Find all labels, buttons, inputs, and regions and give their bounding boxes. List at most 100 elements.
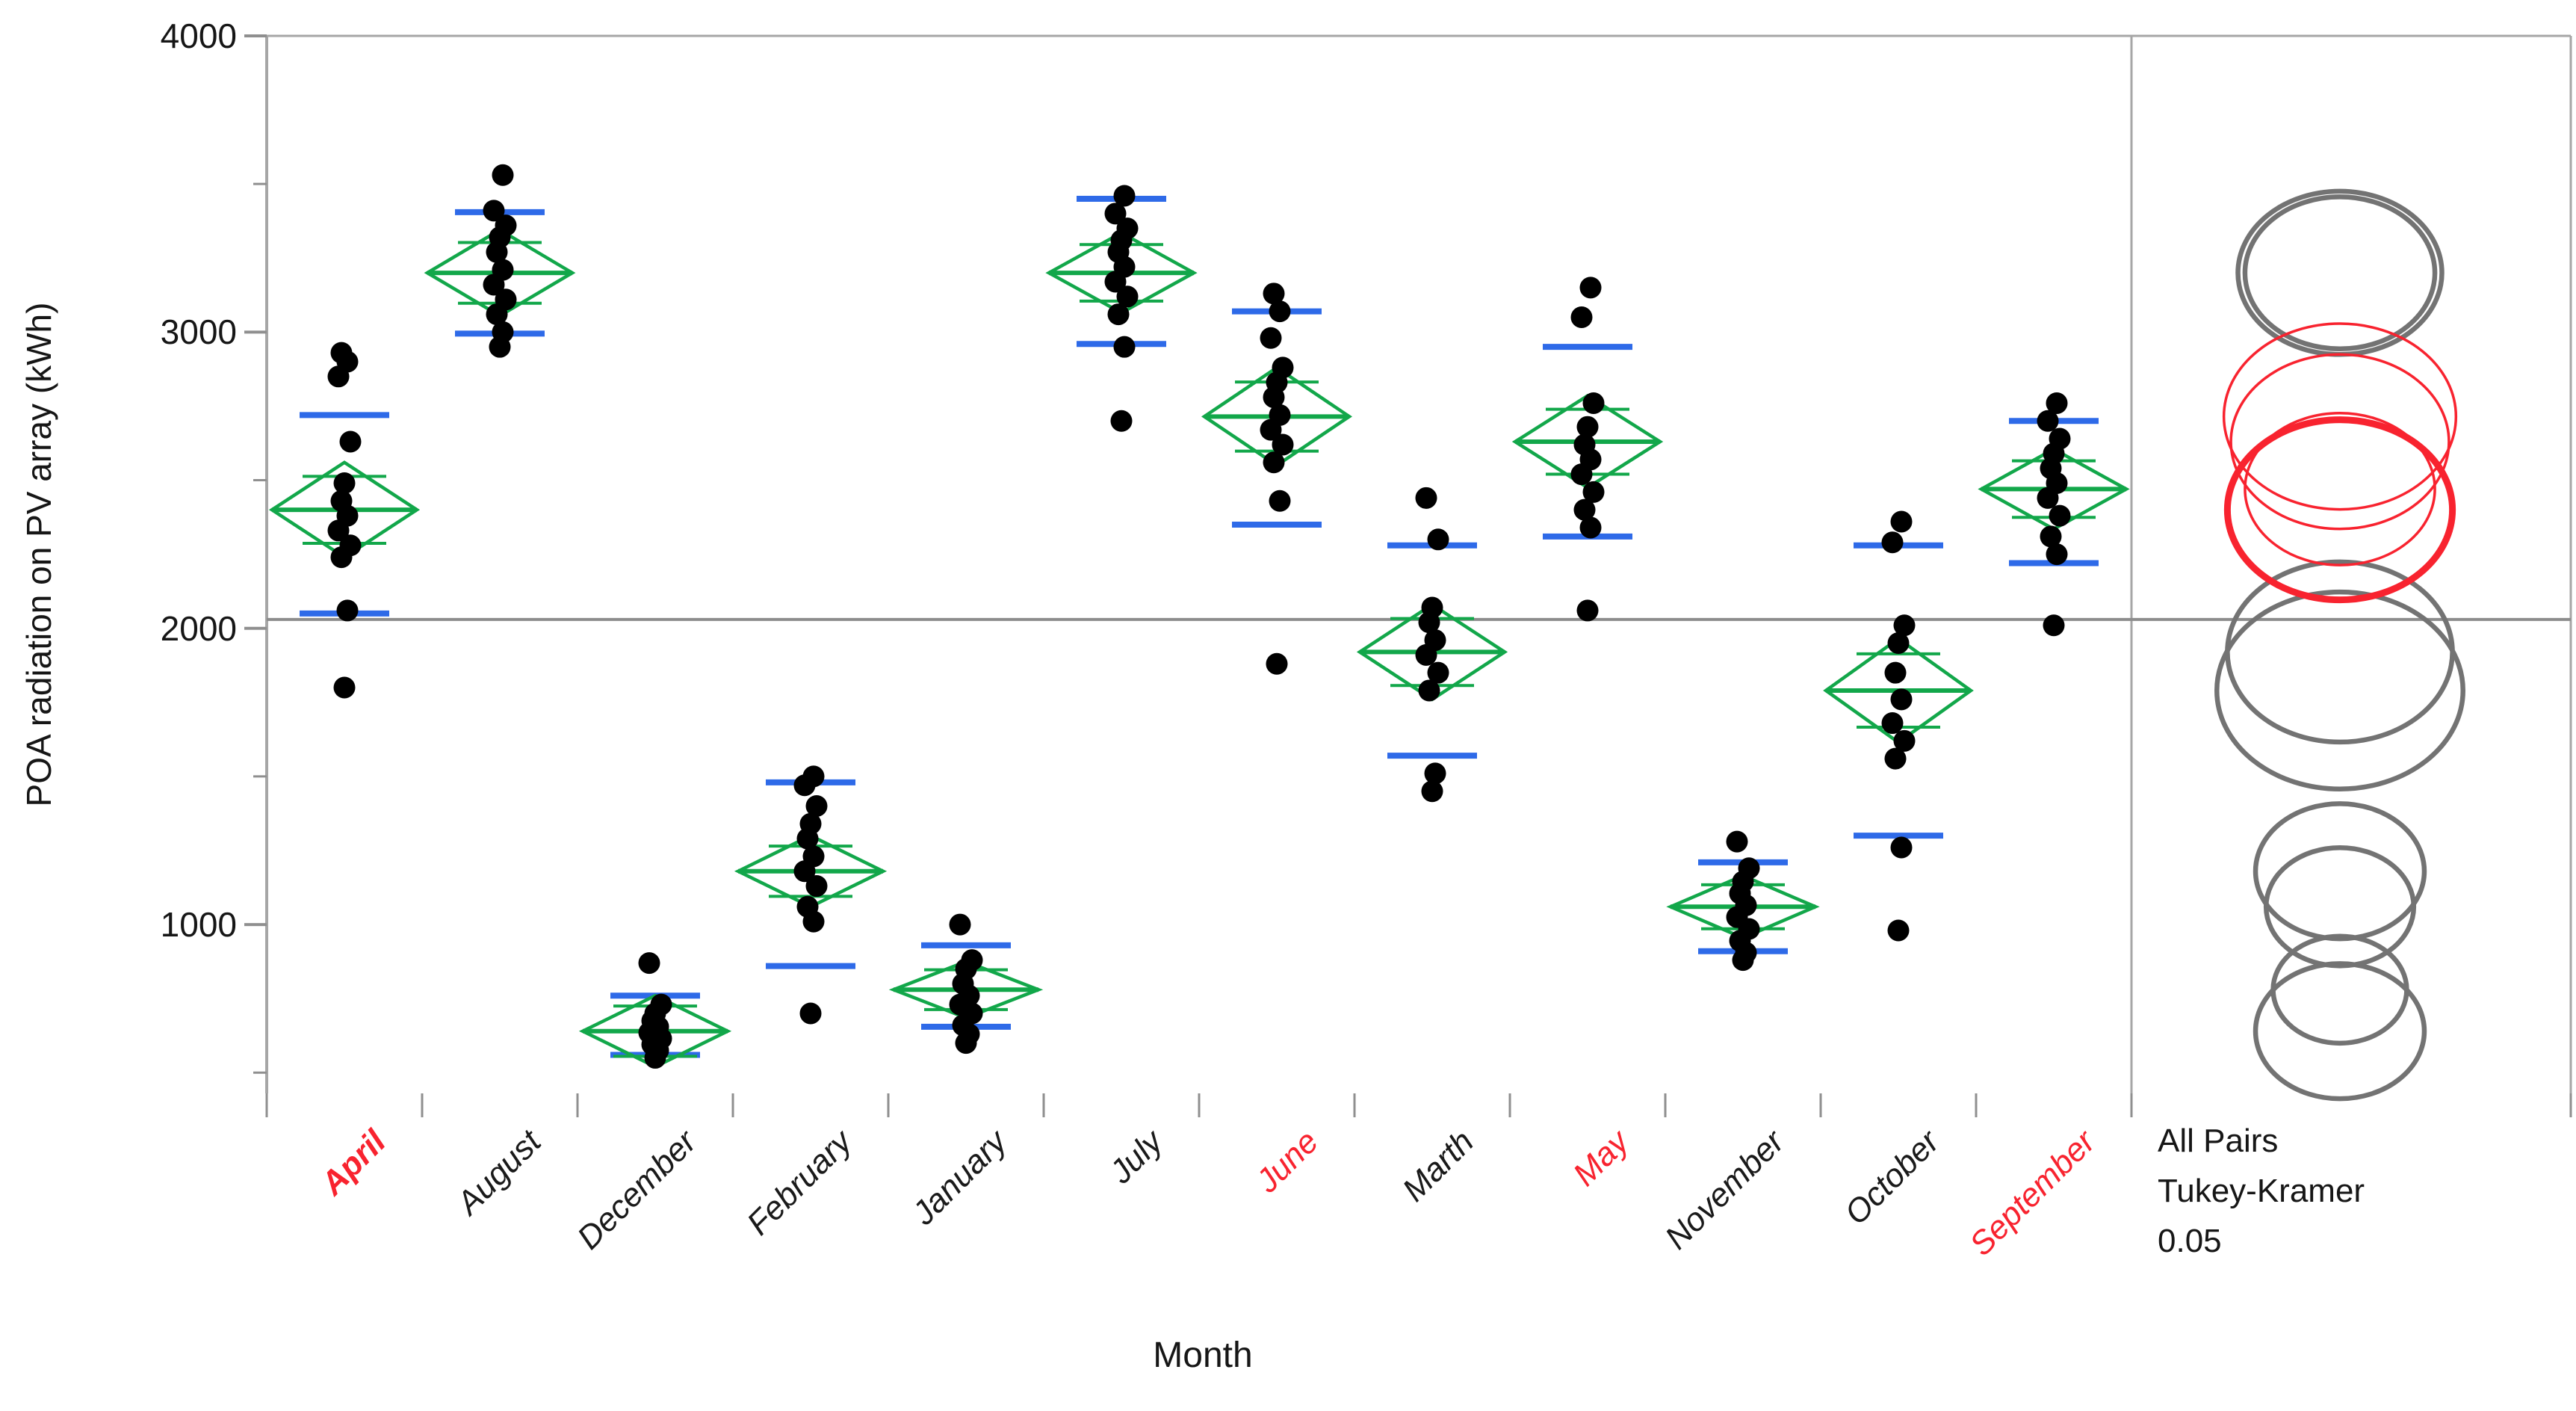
data-point[interactable] [1113,336,1136,358]
data-point[interactable] [799,1002,822,1025]
data-point[interactable] [1579,277,1602,299]
comparison-method-legend: All Pairs Tukey-Kramer 0.05 [2158,1117,2365,1267]
data-point[interactable] [1726,830,1748,853]
data-point[interactable] [1269,404,1291,426]
y-tick-label-1000: 1000 [160,905,237,945]
data-point[interactable] [1415,487,1437,509]
data-point[interactable] [1421,780,1443,803]
data-point[interactable] [1579,516,1602,539]
y-axis-title: POA radiation on PV array (kWh) [19,302,58,807]
data-point[interactable] [1424,629,1446,652]
data-point[interactable] [495,214,517,237]
data-point[interactable] [330,490,353,512]
comparison-circle[interactable] [2242,194,2438,352]
data-point[interactable] [1884,661,1907,684]
data-point[interactable] [2046,392,2068,414]
comparison-circle[interactable] [2225,559,2455,745]
data-point[interactable] [495,288,517,311]
data-point[interactable] [1427,528,1449,551]
data-point[interactable] [1893,729,1916,752]
data-point[interactable] [1418,679,1440,702]
data-point[interactable] [949,913,971,936]
data-point[interactable] [1884,747,1907,770]
data-point[interactable] [802,845,825,868]
data-point[interactable] [1104,203,1127,225]
data-point[interactable] [1576,599,1599,622]
data-point[interactable] [333,472,356,495]
data-point[interactable] [1573,498,1596,521]
data-point[interactable] [1582,481,1605,503]
data-point[interactable] [1116,285,1139,308]
comparison-circle[interactable] [2222,322,2458,511]
data-point[interactable] [492,259,514,281]
y-tick-label-2000: 2000 [160,608,237,648]
data-point[interactable] [1893,614,1916,637]
data-point[interactable] [1110,410,1133,432]
y-tick-label-4000: 4000 [160,16,237,55]
data-point[interactable] [339,534,362,557]
comparison-circle[interactable] [2253,961,2427,1102]
data-point[interactable] [1738,857,1760,880]
data-point[interactable] [1576,416,1599,438]
data-point[interactable] [1881,531,1904,554]
data-point[interactable] [330,342,353,364]
legend-all-pairs: All Pairs [2158,1123,2279,1159]
data-point[interactable] [1266,652,1288,675]
data-point[interactable] [796,895,819,918]
data-point[interactable] [1881,712,1904,735]
data-point[interactable] [492,321,514,343]
data-point[interactable] [1573,433,1596,456]
data-point[interactable] [1272,356,1294,379]
data-point[interactable] [1582,392,1605,414]
data-point[interactable] [2043,614,2065,637]
comparison-circle[interactable] [2270,933,2409,1046]
data-point[interactable] [2046,543,2068,566]
data-point[interactable] [2049,504,2071,527]
data-point[interactable] [1272,433,1294,456]
data-point[interactable] [483,200,505,222]
data-point[interactable] [1260,327,1282,349]
data-point[interactable] [1113,185,1136,207]
data-point[interactable] [802,765,825,788]
data-point[interactable] [638,952,660,975]
data-point[interactable] [1116,217,1139,240]
data-point[interactable] [1421,596,1443,619]
comparison-circle[interactable] [2253,801,2427,942]
comparison-circle[interactable] [2223,416,2456,604]
comparison-circle[interactable] [2214,589,2465,791]
data-point[interactable] [336,599,359,622]
legend-tukey-kramer: Tukey-Kramer [2158,1172,2365,1209]
data-point[interactable] [805,875,828,898]
comparison-circle[interactable] [2229,353,2450,531]
data-point[interactable] [492,164,514,186]
data-point[interactable] [1424,762,1446,785]
data-point[interactable] [799,812,822,835]
x-axis-title: Month [1153,1336,1253,1375]
data-point[interactable] [1269,300,1291,323]
legend-alpha: 0.05 [2158,1222,2222,1259]
comparison-circle[interactable] [2263,845,2417,969]
data-point[interactable] [2037,410,2059,432]
data-point[interactable] [805,795,828,818]
data-point[interactable] [1890,510,1913,533]
data-point[interactable] [1570,306,1593,329]
data-point[interactable] [961,949,983,972]
data-point[interactable] [1269,490,1291,512]
data-point[interactable] [2049,427,2071,450]
data-point[interactable] [1890,688,1913,711]
comparison-circle[interactable] [2244,412,2436,566]
data-point[interactable] [1890,836,1913,859]
data-point[interactable] [1887,632,1910,655]
data-point[interactable] [333,676,356,699]
data-point[interactable] [339,430,362,453]
data-point[interactable] [1107,303,1130,326]
data-point[interactable] [1427,661,1449,684]
data-point[interactable] [2040,525,2062,548]
data-point[interactable] [1263,451,1285,474]
data-point[interactable] [650,993,672,1016]
comparison-circle[interactable] [2235,188,2445,357]
data-point[interactable] [1263,282,1285,305]
data-point[interactable] [1887,919,1910,942]
